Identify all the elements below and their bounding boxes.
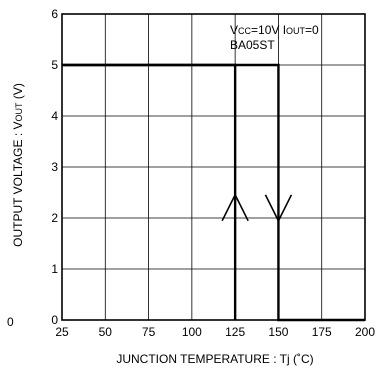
y-tick-label: 6: [51, 7, 58, 21]
annotation-vcc: V: [230, 23, 238, 37]
plot-border: [61, 13, 366, 321]
series-group: [62, 63, 365, 322]
plot-frame: [61, 13, 366, 321]
grid: [62, 14, 365, 320]
series-line-2: [62, 63, 365, 322]
annotation-iout-value: =0: [305, 23, 319, 37]
x-tick-label: 50: [99, 325, 113, 339]
y-tick-label: 3: [51, 160, 58, 174]
y-axis-label-main: OUTPUT VOLTAGE : V: [11, 121, 25, 246]
annotation-vcc-value: =10V I: [251, 23, 286, 37]
y-axis-label-unit: (V): [11, 83, 25, 102]
annotation-vcc-sub: CC: [238, 26, 251, 36]
y-tick-label: 1: [51, 262, 58, 276]
annotation-iout-sub: OUT: [286, 26, 306, 36]
y-tick-label: 5: [51, 58, 58, 72]
arrow-down-icon: [264, 194, 293, 223]
y-tick-label: 2: [51, 211, 58, 225]
arrow-up-icon: [221, 193, 249, 222]
x-tick-label: 175: [312, 325, 332, 339]
y-axis-label-sub: OUT: [14, 102, 24, 122]
annotation-line-2: BA05ST: [230, 38, 275, 52]
x-axis-label: JUNCTION TEMPERATURE : Tj (˚C): [116, 352, 313, 366]
annotation-line-1: VCC=10V IOUT=0: [230, 23, 319, 37]
x-tick-label: 125: [225, 325, 245, 339]
y-tick-label: 0: [51, 313, 58, 327]
y-tick-labels: 0 1 2 3 4 5 6: [51, 7, 58, 327]
y-tick-label: 4: [51, 109, 58, 123]
y-axis-label: OUTPUT VOLTAGE : VOUT (V): [11, 83, 25, 247]
stray-zero-label: 0: [7, 315, 14, 329]
x-tick-labels: 25 50 75 100 125 150 175 200: [55, 325, 375, 339]
x-tick-label: 25: [55, 325, 69, 339]
x-tick-label: 200: [355, 325, 375, 339]
arrows-group: [221, 193, 293, 223]
x-tick-label: 75: [142, 325, 156, 339]
x-tick-label: 150: [268, 325, 288, 339]
x-tick-label: 100: [182, 325, 202, 339]
